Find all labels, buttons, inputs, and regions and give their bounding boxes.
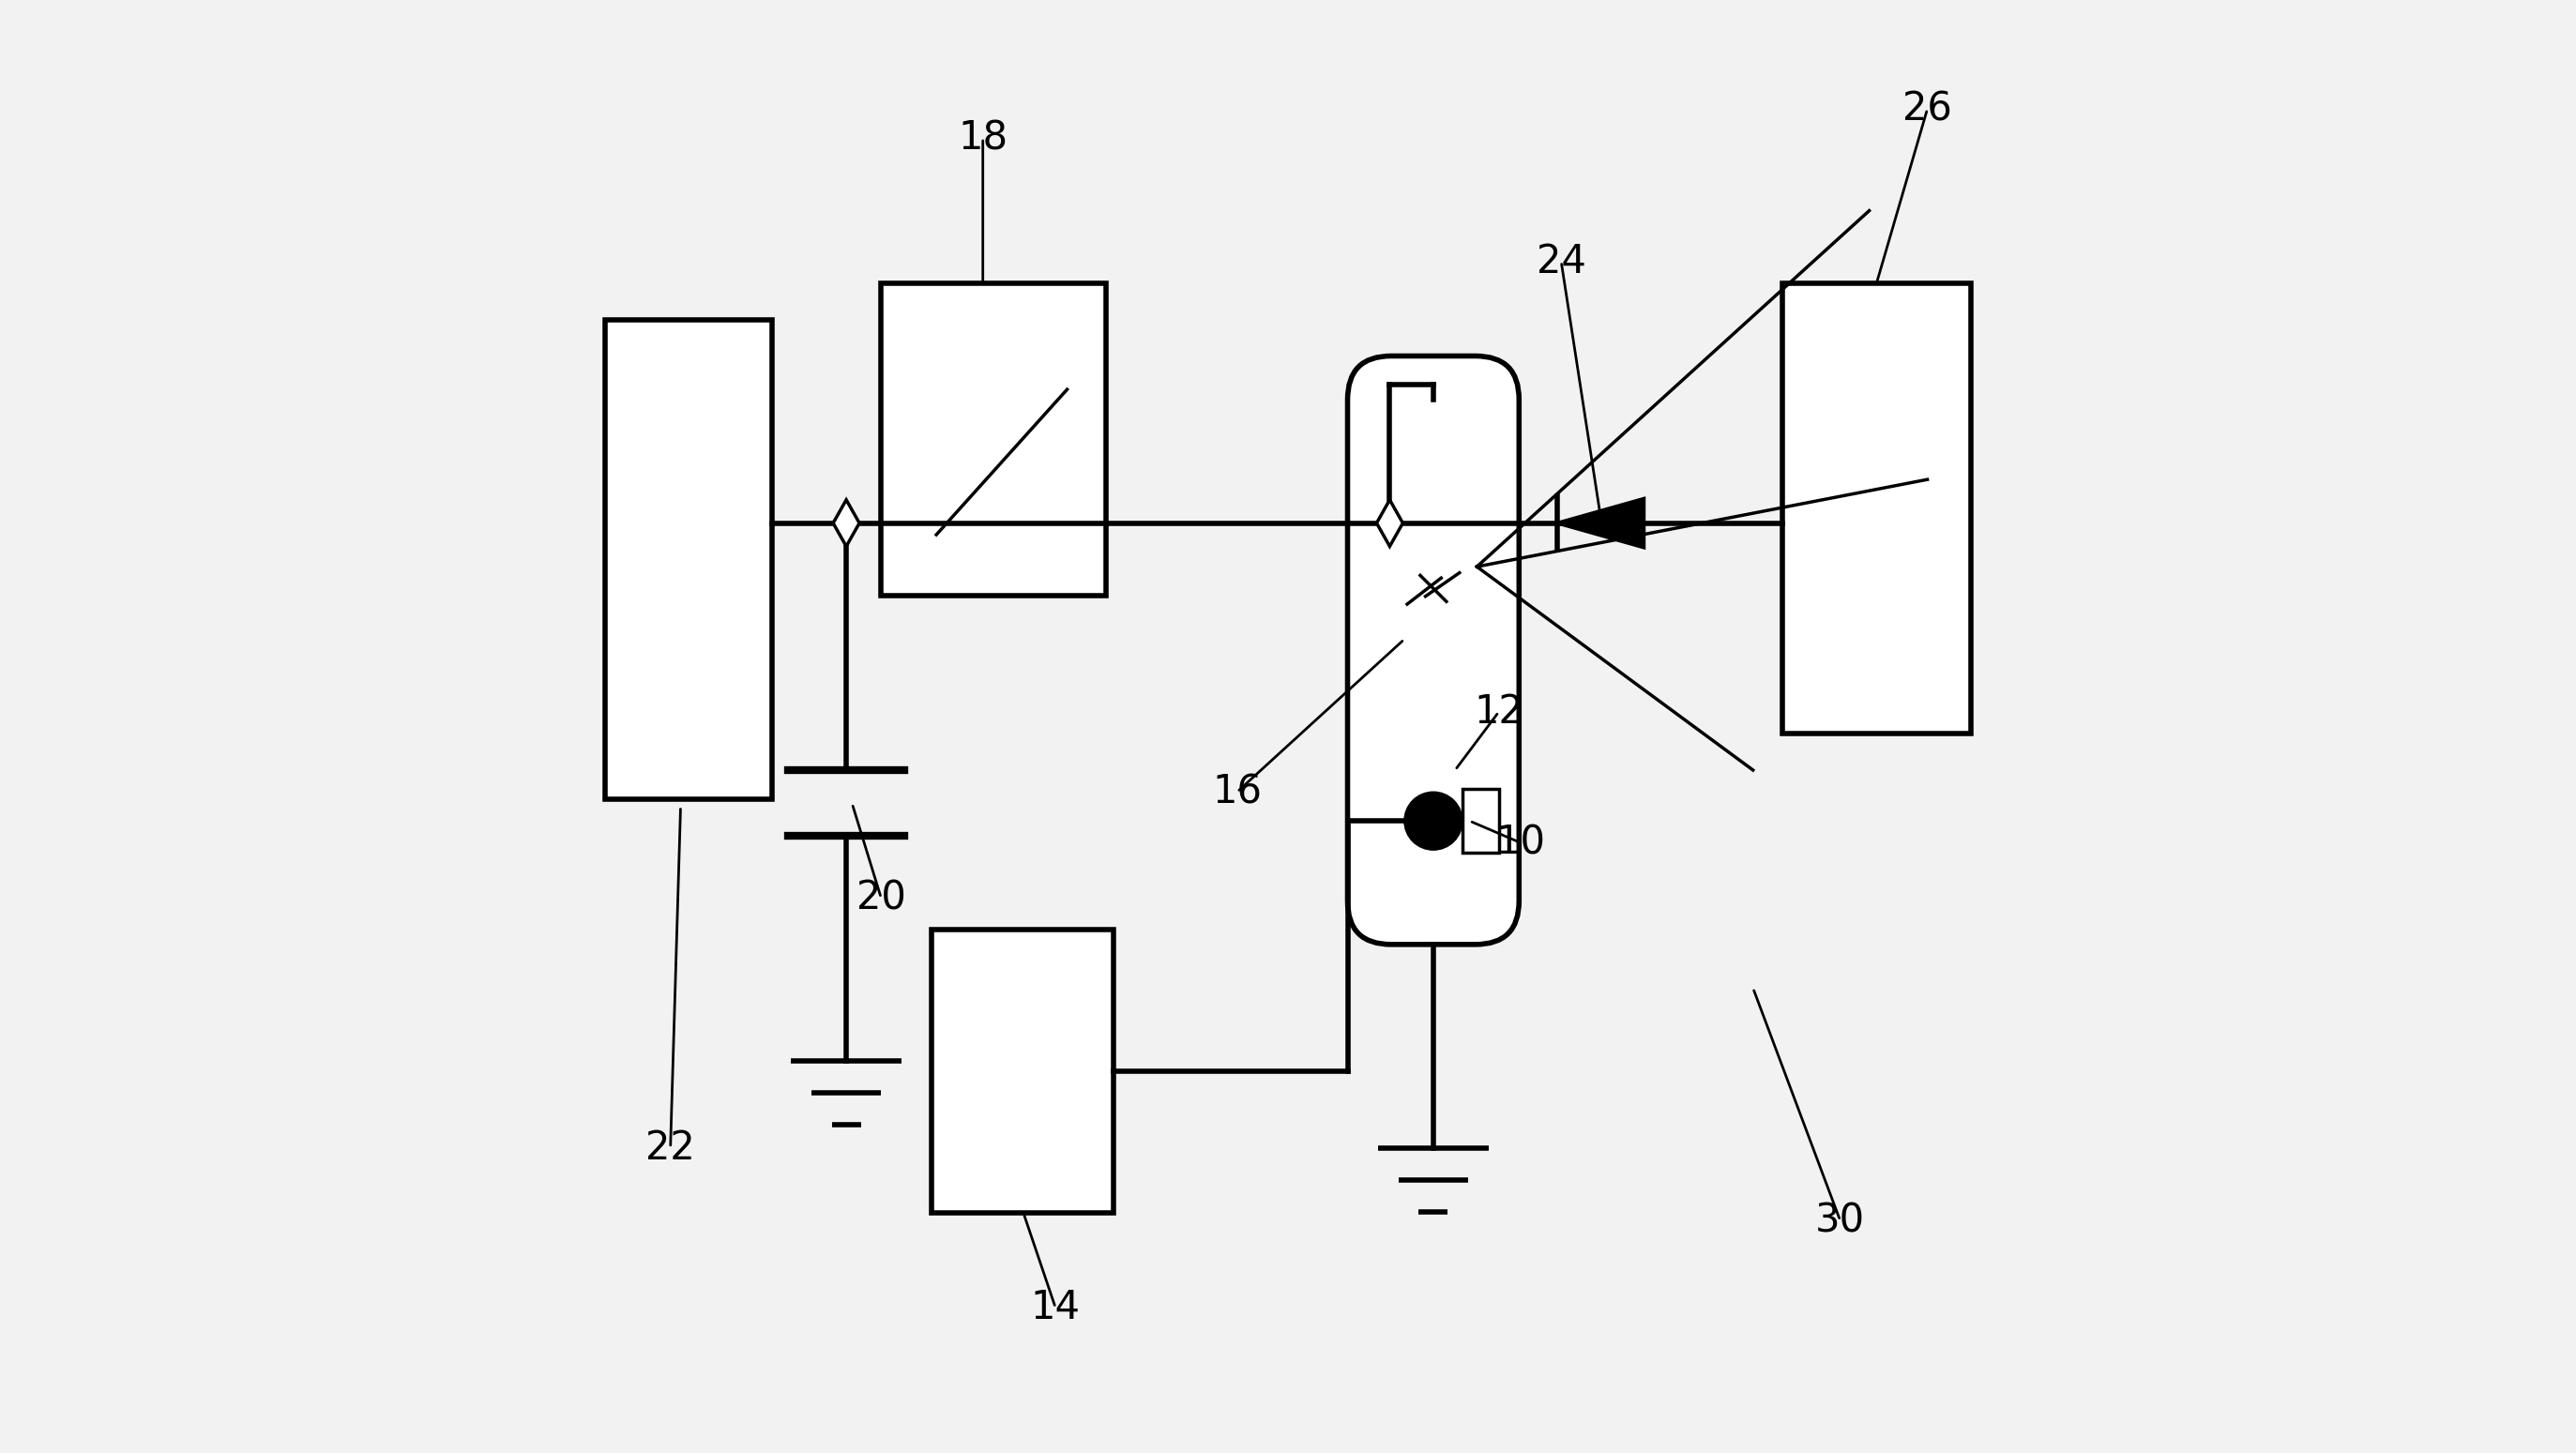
Text: 30: 30 <box>1816 1200 1865 1241</box>
Bar <box>605 320 773 799</box>
Text: 16: 16 <box>1213 772 1262 812</box>
Text: 22: 22 <box>647 1128 696 1168</box>
Bar <box>881 283 1105 596</box>
Polygon shape <box>1556 498 1643 548</box>
Text: 14: 14 <box>1030 1287 1079 1328</box>
Text: 20: 20 <box>855 878 907 918</box>
Text: 26: 26 <box>1904 89 1953 129</box>
FancyBboxPatch shape <box>1347 356 1520 944</box>
Polygon shape <box>832 500 860 546</box>
Polygon shape <box>1376 500 1404 546</box>
Text: 24: 24 <box>1535 241 1587 282</box>
Text: 10: 10 <box>1497 822 1546 863</box>
Bar <box>1463 789 1499 853</box>
Bar <box>933 930 1113 1213</box>
Text: 12: 12 <box>1473 692 1522 732</box>
Text: 18: 18 <box>958 118 1007 158</box>
Circle shape <box>1404 792 1463 850</box>
Bar <box>1783 283 1971 734</box>
